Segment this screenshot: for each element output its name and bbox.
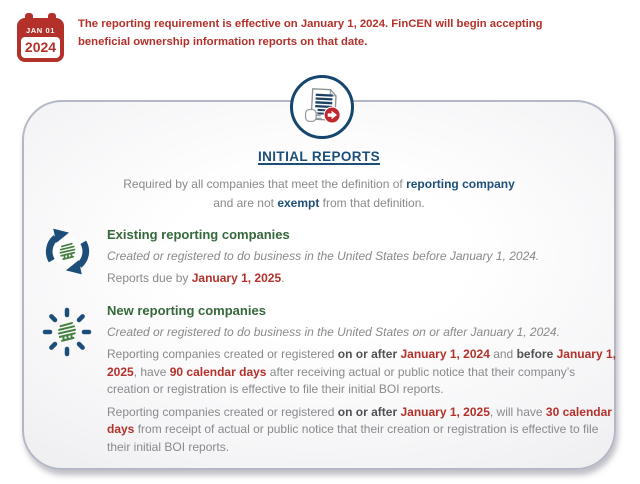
- existing-companies-heading: Existing reporting companies: [107, 227, 290, 242]
- existing-companies-due-date: Reports due by January 1, 2025.: [107, 271, 285, 285]
- calendar-month-day: JAN 01: [25, 26, 56, 35]
- announcement-line-2: beneficial ownership information reports…: [78, 36, 368, 48]
- intro-line-2: and are not exempt from that definition.: [213, 196, 425, 210]
- arrow-badge-icon: [323, 106, 341, 124]
- new-companies-rule-30-days: Reporting companies created or registere…: [107, 404, 612, 454]
- intro-line-1: Required by all companies that meet the …: [123, 177, 515, 191]
- calendar-year: 2024: [21, 37, 60, 58]
- header-banner: JAN 01 2024 The reporting requirement is…: [0, 0, 640, 78]
- new-companies-heading: New reporting companies: [107, 303, 266, 318]
- announcement-line-1: The reporting requirement is effective o…: [78, 18, 543, 30]
- announcement-text: The reporting requirement is effective o…: [78, 15, 634, 51]
- new-companies-rule-90-days: Reporting companies created or registere…: [107, 347, 616, 396]
- existing-companies-section: Existing reporting companies Created or …: [107, 227, 617, 288]
- calendar-body: JAN 01 2024: [17, 18, 64, 62]
- card-title: INITIAL REPORTS: [257, 149, 380, 164]
- document-submit-icon: [290, 75, 354, 139]
- existing-companies-description: Created or registered to do business in …: [107, 249, 540, 263]
- sparkle-building-icon: [39, 304, 95, 360]
- new-companies-description: Created or registered to do business in …: [107, 325, 560, 339]
- new-companies-section: New reporting companies Created or regis…: [107, 303, 617, 456]
- initial-reports-card: INITIAL REPORTS Required by all companie…: [22, 75, 617, 470]
- hand-icon: [304, 108, 322, 122]
- cycle-building-icon: [41, 225, 94, 278]
- calendar-icon: JAN 01 2024: [17, 13, 64, 63]
